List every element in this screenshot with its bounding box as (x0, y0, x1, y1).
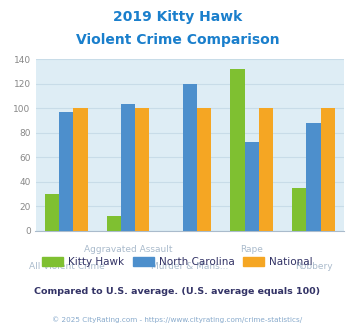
Text: Rape: Rape (240, 245, 263, 254)
Bar (121, 104, 135, 231)
Text: Violent Crime Comparison: Violent Crime Comparison (76, 33, 279, 47)
Text: All Violent Crime: All Violent Crime (28, 262, 104, 271)
Text: 2019 Kitty Hawk: 2019 Kitty Hawk (113, 10, 242, 24)
Bar (135, 109, 149, 231)
Bar (73, 109, 88, 231)
Text: © 2025 CityRating.com - https://www.cityrating.com/crime-statistics/: © 2025 CityRating.com - https://www.city… (53, 317, 302, 323)
Bar (306, 123, 321, 231)
Bar (59, 112, 73, 231)
Text: Aggravated Assault: Aggravated Assault (84, 245, 173, 254)
Bar (197, 109, 211, 231)
Text: Murder & Mans...: Murder & Mans... (151, 262, 229, 271)
Bar (259, 109, 273, 231)
Text: Compared to U.S. average. (U.S. average equals 100): Compared to U.S. average. (U.S. average … (34, 287, 321, 296)
Text: Robbery: Robbery (295, 262, 332, 271)
Bar (183, 84, 197, 231)
Bar (321, 109, 335, 231)
Bar (245, 142, 259, 231)
Bar (107, 216, 121, 231)
Legend: Kitty Hawk, North Carolina, National: Kitty Hawk, North Carolina, National (38, 253, 317, 271)
Bar (45, 194, 59, 231)
Bar (230, 69, 245, 231)
Bar (292, 188, 306, 231)
